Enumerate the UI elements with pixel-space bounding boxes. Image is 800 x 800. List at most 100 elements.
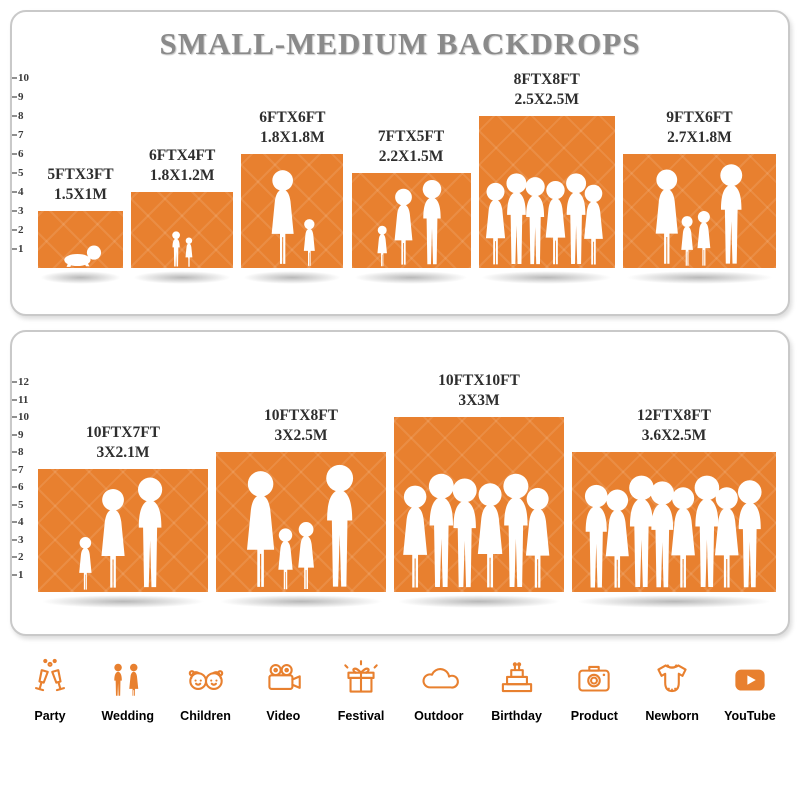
size-meters: 3X2.1M [96,443,150,461]
people-silhouette-family-three [79,477,163,590]
ruler-tick [12,229,17,231]
category-wedding: Wedding [92,656,164,723]
ruler-tick [12,486,17,488]
backdrop-blocks-row: 10FTX7FT 3X2.1M 10FTX8FT 3X2.5M 10FTX10FT 3X3… [38,371,776,608]
ruler-number: 8 [18,446,24,458]
floor-shadow [353,271,469,284]
backdrop-block [478,116,615,284]
ruler-number: 2 [18,224,24,236]
ruler-tick [12,77,17,79]
people-silhouette-crowd-eight [584,475,762,588]
wedding-icon [114,663,139,696]
ruler-number: 4 [18,186,24,198]
floor-shadow [625,271,773,284]
ruler-number: 8 [18,110,24,122]
backdrop-size-label: 9FTX6FT 2.7X1.8M [666,108,732,148]
ruler-number: 9 [18,91,24,103]
people-silhouette-family-three [377,179,442,267]
small-medium-panel: SMALL-MEDIUM BACKDROPS 1 2 3 4 5 6 7 8 9 10 5FTX3… [10,10,790,316]
category-video: Video [247,656,319,723]
category-label: YouTube [724,709,776,723]
ruler-number: 10 [18,72,29,84]
backdrop-block [38,211,123,284]
backdrop-item: 12FTX8FT 3.6X2.5M [572,406,776,608]
newborn-icon [657,664,687,693]
backdrop-blocks-row: 5FTX3FT 1.5X1M 6FTX4FT 1.8X1.2M 6FTX6FT 1.8X1… [38,70,776,284]
ruler-tick [12,521,17,523]
size-meters: 1.5X1M [54,185,107,203]
birthday-icon [501,662,532,693]
outdoor-icon [422,668,459,689]
ruler-number: 1 [18,243,24,255]
ruler-number: 5 [18,498,24,511]
video-icon [268,664,302,690]
ruler-tick [12,398,17,401]
size-feet: 10FTX10FT [438,371,520,389]
people-silhouette-crawling-baby [63,245,101,267]
people-silhouette-group-six [403,473,550,588]
ruler-number: 7 [18,129,24,141]
category-label: Video [266,709,301,723]
backdrop-block [572,452,776,608]
backdrop-block [38,469,208,608]
backdrop-size-label: 10FTX8FT 3X2.5M [264,406,338,446]
size-meters: 2.5X2.5M [514,90,580,108]
ruler-tick [12,153,17,155]
floor-shadow [41,595,205,608]
ruler-tick [12,573,17,576]
ruler-number: 7 [18,463,24,476]
floor-shadow [219,595,383,608]
category-label: Party [34,709,66,723]
ruler-tick [12,416,17,418]
ruler-tick [12,556,17,558]
size-meters: 1.8X1.8M [260,128,325,146]
size-meters: 3X2.5M [274,426,328,444]
category-label: Product [570,709,618,723]
size-feet: 9FTX6FT [666,108,733,126]
size-feet: 7FTX5FT [377,127,445,145]
size-meters: 3.6X2.5M [641,426,707,444]
backdrop-size-label: 7FTX5FT 2.2X1.5M [378,127,444,167]
backdrop-item: 8FTX8FT 2.5X2.5M [478,70,615,284]
category-newborn: Newborn [636,656,708,723]
ruler-number: 9 [18,428,24,441]
floor-shadow [133,271,232,284]
category-label: Children [180,709,231,723]
ruler-tick [12,468,17,471]
category-row: Party Wedding Children [0,656,800,723]
ruler-tick [12,134,17,136]
backdrop-size-label: 5FTX3FT 1.5X1M [47,165,113,205]
ruler-tick [12,433,17,436]
backdrop-block [216,452,386,608]
backdrop-item: 10FTX7FT 3X2.1M [38,423,208,608]
size-feet: 8FTX8FT [513,70,580,88]
ruler-tick [12,248,17,250]
ruler-tick [12,503,17,506]
size-feet: 5FTX3FT [47,165,114,183]
festival-icon [344,660,378,693]
ruler-tick [12,172,17,174]
category-outdoor: Outdoor [403,656,475,723]
ruler-number: 10 [18,411,29,423]
ruler-tick [12,451,17,453]
backdrop-item: 5FTX3FT 1.5X1M [38,165,123,284]
backdrop-size-label: 10FTX10FT 3X3M [438,371,520,411]
size-meters: 3X3M [458,391,500,409]
backdrop-size-label: 8FTX8FT 2.5X2.5M [514,70,580,110]
ruler-number: 12 [18,376,29,388]
size-feet: 6FTX4FT [149,146,216,164]
size-feet: 12FTX8FT [636,406,712,424]
people-silhouette-group-six [486,173,604,265]
size-feet: 10FTX7FT [85,423,161,441]
ruler-tick [12,115,17,117]
category-product: Product [558,656,630,723]
floor-shadow [576,595,772,608]
ruler-number: 5 [18,167,24,179]
children-icon [188,670,223,690]
floor-shadow [481,271,613,284]
ruler-tick [12,210,17,212]
ruler-number: 2 [18,551,24,563]
backdrop-block [131,192,234,284]
backdrop-item: 7FTX5FT 2.2X1.5M [351,127,471,284]
backdrop-block [394,417,564,608]
